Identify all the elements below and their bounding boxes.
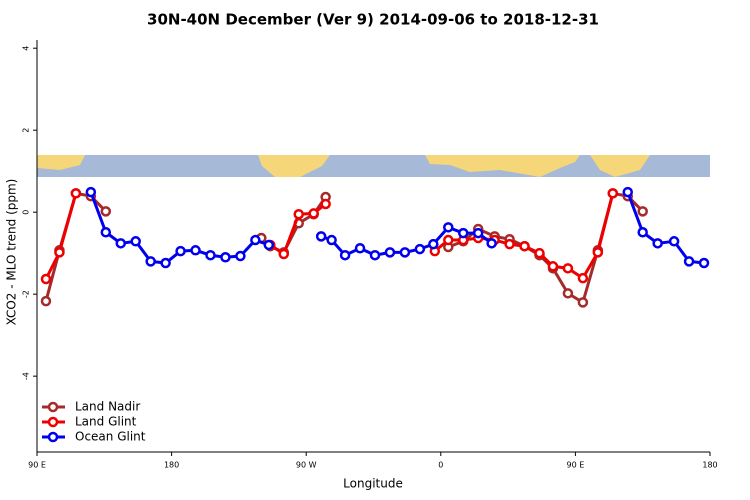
data-point bbox=[160, 257, 171, 269]
data-point bbox=[486, 238, 497, 249]
data-point bbox=[683, 256, 695, 267]
data-point bbox=[457, 227, 469, 239]
data-point bbox=[547, 261, 559, 272]
legend-label: Land Nadir bbox=[75, 400, 140, 414]
legend-marker bbox=[47, 431, 59, 443]
data-point bbox=[369, 249, 381, 261]
x-tick-label: 90 E bbox=[28, 461, 46, 470]
data-point bbox=[293, 208, 304, 220]
data-point bbox=[250, 234, 261, 246]
data-point bbox=[607, 188, 619, 199]
data-point bbox=[315, 231, 327, 242]
data-point bbox=[443, 234, 454, 246]
data-point bbox=[145, 256, 156, 267]
y-tick-label: 4 bbox=[22, 46, 31, 51]
data-point bbox=[592, 247, 604, 258]
x-tick-label: 180 bbox=[702, 461, 717, 470]
data-point bbox=[472, 227, 484, 239]
legend-marker bbox=[47, 416, 59, 428]
legend-marker bbox=[47, 401, 59, 413]
data-point bbox=[534, 247, 545, 259]
data-point bbox=[519, 240, 530, 252]
data-point bbox=[190, 245, 201, 256]
legend-label: Land Glint bbox=[75, 415, 137, 429]
data-point bbox=[235, 250, 246, 262]
data-point bbox=[70, 188, 82, 199]
data-point bbox=[40, 273, 52, 285]
chart-title: 30N-40N December (Ver 9) 2014-09-06 to 2… bbox=[147, 11, 599, 29]
x-tick-label: 90 W bbox=[296, 461, 317, 470]
y-axis-label: XCO2 - MLO trend (ppm) bbox=[5, 179, 19, 326]
data-point bbox=[504, 238, 515, 250]
data-point bbox=[40, 295, 52, 307]
data-point bbox=[384, 247, 396, 258]
data-point bbox=[443, 222, 454, 233]
data-point bbox=[115, 238, 127, 249]
data-point bbox=[652, 238, 663, 249]
data-point bbox=[428, 238, 439, 250]
data-point bbox=[308, 208, 319, 219]
map-strip bbox=[37, 155, 710, 177]
data-point bbox=[278, 248, 290, 260]
data-point bbox=[339, 249, 351, 261]
data-point bbox=[562, 288, 574, 299]
data-point bbox=[263, 239, 275, 251]
data-point bbox=[399, 247, 411, 258]
data-point bbox=[698, 257, 710, 269]
y-tick-label: 2 bbox=[22, 128, 31, 133]
data-point bbox=[100, 227, 112, 238]
data-point bbox=[54, 247, 65, 258]
data-point bbox=[354, 243, 366, 254]
data-point bbox=[637, 227, 648, 238]
y-tick-label: -4 bbox=[22, 372, 31, 380]
data-point bbox=[205, 249, 216, 261]
data-point bbox=[414, 243, 426, 255]
data-point bbox=[622, 186, 633, 198]
y-tick-label: -2 bbox=[22, 290, 31, 298]
series-line bbox=[44, 191, 644, 305]
data-point bbox=[220, 252, 231, 263]
y-tick-label: 0 bbox=[22, 210, 31, 215]
data-point bbox=[320, 198, 331, 210]
data-point bbox=[130, 236, 141, 247]
data-point bbox=[85, 186, 97, 198]
x-axis-label: Longitude bbox=[343, 477, 403, 491]
x-tick-label: 0 bbox=[438, 461, 443, 470]
data-point bbox=[668, 236, 680, 247]
x-tick-label: 180 bbox=[164, 461, 179, 470]
legend-label: Ocean Glint bbox=[75, 430, 146, 444]
data-point bbox=[326, 234, 337, 246]
data-point bbox=[577, 297, 589, 308]
data-point bbox=[100, 206, 112, 217]
data-point bbox=[637, 206, 648, 217]
x-tick-label: 90 E bbox=[567, 461, 585, 470]
data-point bbox=[577, 272, 589, 284]
data-point bbox=[175, 245, 186, 257]
data-point bbox=[562, 263, 574, 274]
